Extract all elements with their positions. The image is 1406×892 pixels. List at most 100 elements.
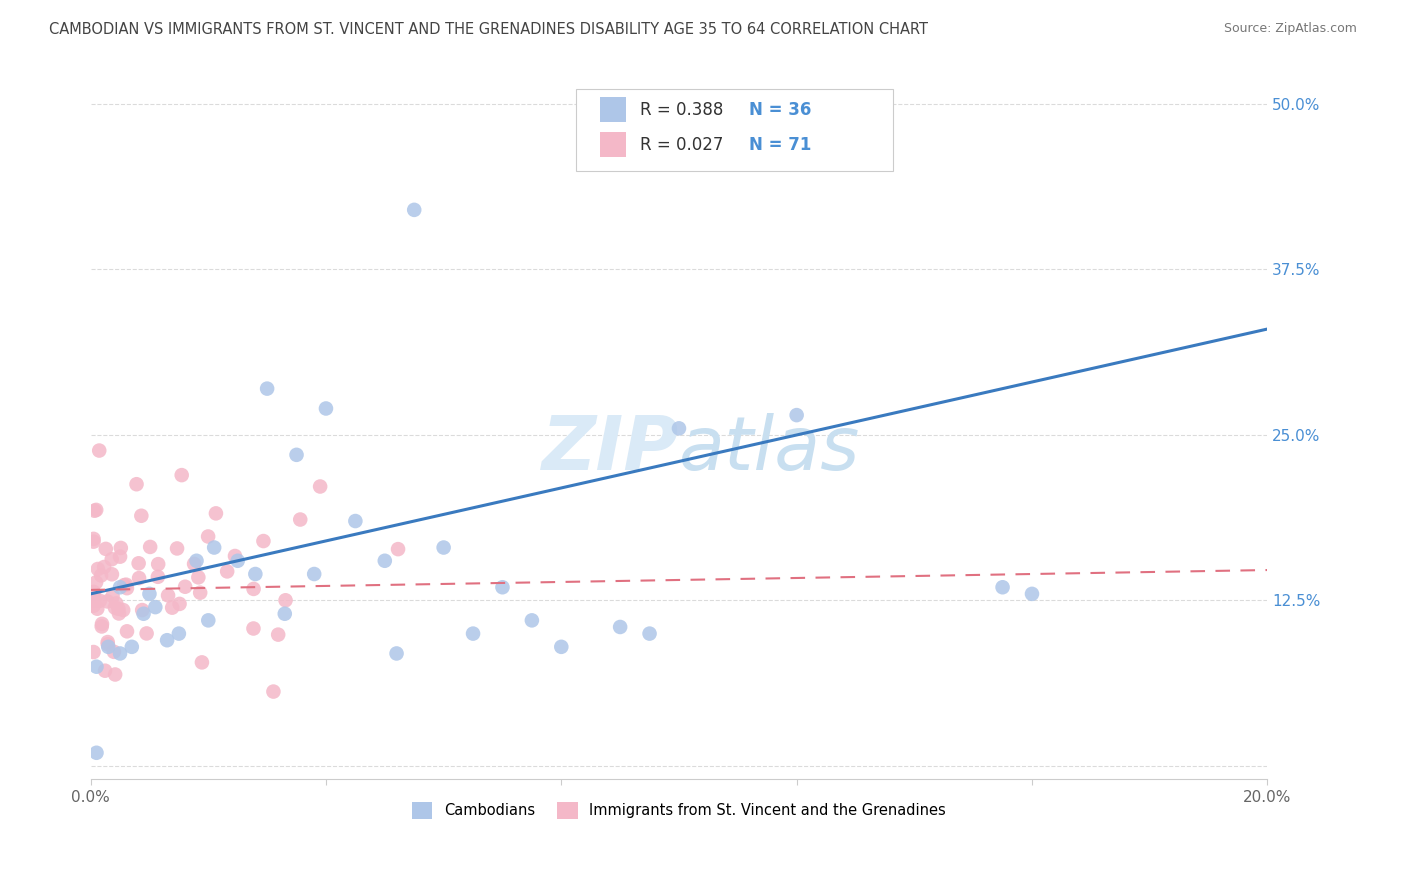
Point (245, 567, 267, 582)
Point (89, 443, 111, 458)
Text: ZIP: ZIP (541, 413, 679, 486)
Point (160, 600, 183, 615)
Point (217, 565, 239, 579)
Point (83, 594, 105, 608)
Point (83, 532, 105, 546)
Point (84, 503, 107, 517)
Point (110, 541, 132, 555)
Point (128, 571, 150, 585)
Point (202, 541, 225, 555)
Point (96, 594, 118, 608)
Point (167, 626, 190, 640)
Point (139, 540, 162, 554)
Point (197, 529, 219, 543)
Point (148, 557, 170, 571)
Point (87, 562, 110, 576)
Point (128, 557, 150, 571)
Point (143, 600, 166, 615)
Text: N = 36: N = 36 (749, 101, 811, 119)
Point (433, 541, 456, 555)
Point (83, 534, 105, 549)
Point (344, 514, 367, 528)
Point (188, 585, 211, 599)
Point (84, 575, 107, 590)
Point (108, 580, 131, 594)
Point (89, 594, 111, 608)
Point (638, 626, 661, 640)
Point (132, 607, 155, 621)
Point (274, 607, 297, 621)
Point (146, 570, 169, 584)
Point (131, 508, 153, 523)
Point (83, 585, 105, 599)
Point (385, 647, 408, 661)
Point (187, 570, 209, 584)
Point (170, 468, 193, 483)
Point (91, 616, 114, 631)
Point (252, 534, 274, 549)
Point (115, 624, 138, 639)
Point (290, 512, 312, 526)
Point (302, 567, 325, 582)
Point (108, 607, 131, 621)
Point (104, 600, 127, 615)
Point (115, 577, 138, 591)
Text: atlas: atlas (679, 413, 860, 485)
Point (157, 589, 180, 603)
Point (112, 578, 135, 592)
Point (90, 619, 112, 633)
Point (86, 659, 108, 673)
Point (186, 554, 208, 568)
Point (121, 640, 143, 654)
Legend: Cambodians, Immigrants from St. Vincent and the Grenadines: Cambodians, Immigrants from St. Vincent … (406, 796, 952, 824)
Point (461, 626, 484, 640)
Point (97, 640, 120, 654)
Point (83, 645, 105, 659)
Point (274, 593, 297, 607)
Point (107, 602, 129, 616)
Point (991, 580, 1014, 594)
Point (101, 589, 124, 603)
Point (191, 656, 214, 670)
Point (83, 590, 105, 604)
Point (97, 635, 120, 649)
Point (267, 627, 290, 641)
Point (112, 603, 135, 617)
Point (135, 626, 157, 640)
Point (131, 603, 153, 617)
Point (83, 504, 105, 518)
Point (285, 448, 308, 462)
Point (97, 637, 120, 651)
Point (169, 597, 191, 611)
Point (93, 560, 115, 574)
Point (86, 601, 108, 615)
Point (174, 580, 197, 594)
Text: Source: ZipAtlas.com: Source: ZipAtlas.com (1223, 22, 1357, 36)
Point (156, 633, 179, 648)
Point (94, 664, 117, 678)
Point (103, 645, 125, 659)
Point (108, 549, 131, 564)
Point (100, 552, 122, 566)
Point (101, 567, 124, 582)
Point (83, 599, 105, 613)
Point (105, 596, 128, 610)
Point (520, 613, 543, 627)
Text: R = 0.388: R = 0.388 (640, 101, 723, 119)
Point (115, 581, 138, 595)
Point (491, 580, 513, 594)
Point (242, 622, 264, 636)
Point (104, 667, 127, 681)
Point (550, 640, 572, 654)
Point (197, 613, 219, 627)
Point (609, 620, 631, 634)
Point (125, 477, 148, 491)
Point (786, 408, 808, 422)
Point (183, 557, 205, 571)
Point (1021, 587, 1043, 601)
Text: CAMBODIAN VS IMMIGRANTS FROM ST. VINCENT AND THE GRENADINES DISABILITY AGE 35 TO: CAMBODIAN VS IMMIGRANTS FROM ST. VINCENT… (49, 22, 928, 37)
Point (315, 401, 337, 416)
Point (90, 568, 112, 582)
Point (374, 554, 396, 568)
Point (94, 541, 117, 556)
